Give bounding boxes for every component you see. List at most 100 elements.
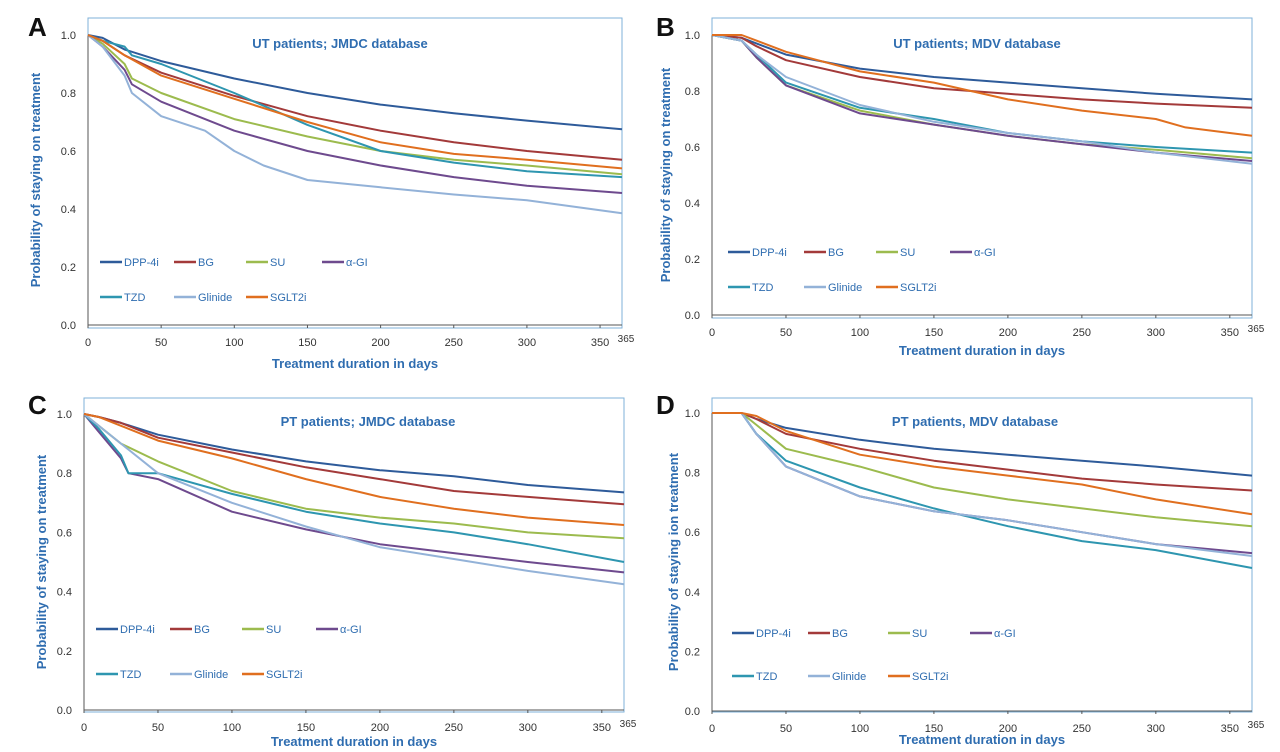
legend-entry: TZD <box>124 292 145 304</box>
x-tick-label: 200 <box>371 337 389 349</box>
legend-entry: SGLT2i <box>266 669 302 681</box>
chart-panel-d: D PT patients, MDV database 0.0 0.2 0.4 0.6 0.… <box>656 390 1265 747</box>
x-tick-label: 0 <box>709 723 715 735</box>
x-axis-label: Treatment duration in days <box>899 343 1065 358</box>
series-line-dpp-4i <box>711 34 1253 101</box>
y-tick-label: 1.0 <box>685 30 700 42</box>
x-tick-label-365: 365 <box>620 719 637 730</box>
x-tick-label: 300 <box>1147 327 1165 339</box>
y-axis-label: Probability of staying on treatment <box>34 454 49 669</box>
x-tick-label: 50 <box>152 722 164 734</box>
x-tick-label: 100 <box>851 327 869 339</box>
y-axis-label: Probability of staying on treatment <box>658 67 673 282</box>
legend-entry: TZD <box>756 671 777 683</box>
panel-title: PT patients; JMDC database <box>281 414 456 429</box>
panel-title: UT patients; MDV database <box>893 36 1061 51</box>
legend-entry: SU <box>900 247 915 259</box>
legend-entry: SGLT2i <box>900 282 936 294</box>
legend-entry: DPP-4i <box>752 247 787 259</box>
x-axis-label: Treatment duration in days <box>271 734 437 749</box>
y-tick-label: 0.0 <box>685 310 700 322</box>
series-line-sglt2i <box>712 412 1253 516</box>
series-line-tzd <box>87 34 623 179</box>
legend-entry: BG <box>194 624 210 636</box>
x-tick-label: 0 <box>709 327 715 339</box>
series-line-glinide <box>87 34 623 215</box>
x-axis-label: Treatment duration in days <box>272 356 438 371</box>
series-line--gi <box>83 413 625 574</box>
series-line-glinide <box>712 412 1253 557</box>
legend-entry: DPP-4i <box>120 624 155 636</box>
y-tick-label: 0.4 <box>61 204 76 216</box>
y-tick-label: 0.6 <box>685 142 700 154</box>
y-tick-label: 0.2 <box>685 254 700 266</box>
y-axis-label: Probability of staying on treatment <box>28 72 43 287</box>
x-tick-label: 100 <box>225 337 243 349</box>
panel-title: UT patients; JMDC database <box>252 36 428 51</box>
legend-entry: SU <box>266 624 281 636</box>
panel-letter: A <box>28 12 47 42</box>
legend-entry: DPP-4i <box>756 628 791 640</box>
legend-entry: SU <box>270 257 285 269</box>
x-tick-label: 100 <box>223 722 241 734</box>
y-tick-label: 0.6 <box>57 527 72 539</box>
series-line-bg <box>712 412 1253 492</box>
legend-entry: Glinide <box>198 292 232 304</box>
x-tick-label: 250 <box>1073 327 1091 339</box>
plot-frame <box>711 397 1253 713</box>
y-tick-label: 0.2 <box>57 646 72 658</box>
y-tick-label: 0.4 <box>685 587 700 599</box>
legend-entry: Glinide <box>832 671 866 683</box>
legend-entry: SGLT2i <box>270 292 306 304</box>
x-tick-label: 300 <box>1147 723 1165 735</box>
series-line-su <box>87 34 623 176</box>
y-tick-label: 0.6 <box>61 146 76 158</box>
x-tick-label: 150 <box>297 722 315 734</box>
legend-entry: TZD <box>752 282 773 294</box>
chart-panel-c: C PT patients; JMDC database 0.0 0.2 0.4 0.6 0… <box>28 390 637 749</box>
legend-entry: α-GI <box>974 247 996 259</box>
x-tick-label: 250 <box>445 722 463 734</box>
y-tick-label: 0.0 <box>685 706 700 718</box>
x-tick-label: 150 <box>925 327 943 339</box>
panel-letter: D <box>656 390 675 420</box>
legend-entry: Glinide <box>828 282 862 294</box>
x-tick-label: 50 <box>780 723 792 735</box>
series-line-sglt2i <box>83 413 625 526</box>
series-line-bg <box>83 413 625 506</box>
series-line-glinide <box>711 34 1253 165</box>
legend-entry: BG <box>828 247 844 259</box>
x-tick-label: 300 <box>518 337 536 349</box>
x-tick-label: 350 <box>593 722 611 734</box>
x-tick-label-365: 365 <box>1248 720 1265 731</box>
y-tick-label: 0.8 <box>685 468 700 480</box>
x-tick-label: 200 <box>999 327 1017 339</box>
y-tick-label: 0.4 <box>57 587 72 599</box>
series-line--gi <box>87 34 623 194</box>
x-tick-label: 50 <box>155 337 167 349</box>
x-tick-label: 300 <box>519 722 537 734</box>
series-line-su <box>712 412 1253 528</box>
legend-entry: DPP-4i <box>124 257 159 269</box>
series-line-sglt2i <box>712 34 1253 137</box>
y-tick-label: 0.2 <box>685 646 700 658</box>
x-tick-label: 0 <box>85 337 91 349</box>
plot-frame <box>711 17 1253 319</box>
legend-entry: BG <box>198 257 214 269</box>
legend-entry: α-GI <box>994 628 1016 640</box>
legend-entry: α-GI <box>346 257 368 269</box>
y-tick-label: 0.0 <box>61 320 76 332</box>
y-tick-label: 0.4 <box>685 198 700 210</box>
panel-title: PT patients, MDV database <box>892 414 1058 429</box>
panel-letter: C <box>28 390 47 420</box>
x-tick-label: 350 <box>591 337 609 349</box>
legend-entry: SGLT2i <box>912 671 948 683</box>
x-tick-label: 250 <box>1073 723 1091 735</box>
plot-frame <box>83 397 625 713</box>
x-tick-label: 350 <box>1221 327 1239 339</box>
panel-letter: B <box>656 12 675 42</box>
series-line-glinide <box>83 413 625 586</box>
x-tick-label: 50 <box>780 327 792 339</box>
y-tick-label: 1.0 <box>685 408 700 420</box>
